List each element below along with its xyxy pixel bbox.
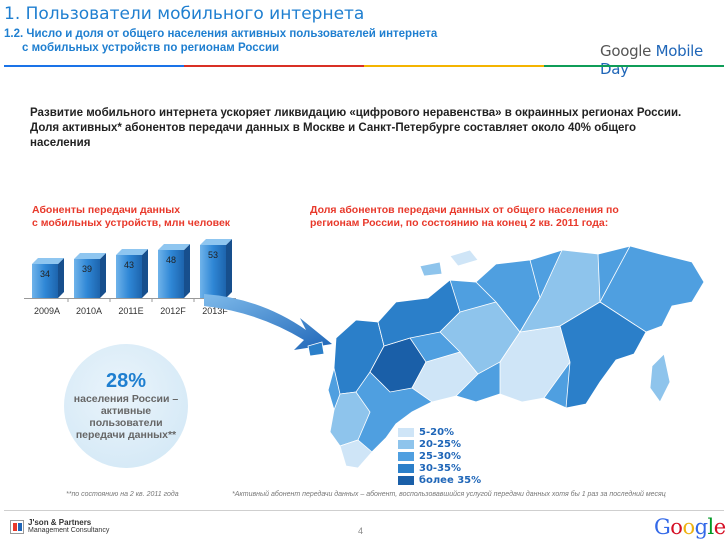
legend-swatch-25-30 [398,451,414,461]
legend-item-over-35: более 35% [398,474,481,486]
gmd-logo-google: Google [600,42,652,60]
bar-side [58,258,64,298]
bar [74,259,100,298]
bar-side [100,253,106,298]
bar-chart-title: Абоненты передачи данных с мобильных уст… [32,204,292,230]
google-mobile-day-logo: Google Mobile Day [600,42,728,78]
bar [32,264,58,298]
footer-divider [4,510,724,511]
legend-swatch-20-25 [398,439,414,449]
page-subtitle: 1.2. Число и доля от общего населения ак… [4,27,524,55]
bar-top [158,244,190,250]
gmd-logo-mobile-day: Mobile Day [600,42,703,78]
legend-label-5-20: 5-20% [419,426,455,438]
json-partners-mark-icon [10,520,24,534]
russia-map-shape [307,245,705,469]
footnote-stat: **по состоянию на 2 кв. 2011 года [66,491,179,498]
population-share-label: населения России – активные пользователи… [73,393,179,441]
bar-chart-title-line-1: Абоненты передачи данных [32,204,181,216]
google-logo-letter: o [670,515,683,539]
arrow-icon [204,294,332,350]
intro-text: Развитие мобильного интернета ускоряет л… [30,107,682,149]
bar-side [142,249,148,298]
x-tick-label: 2009A [34,306,60,316]
page-number: 4 [358,526,364,536]
bar-value-label: 39 [82,264,92,274]
header-divider [4,65,724,67]
russia-regions-map [307,245,705,469]
google-logo-letter: G [654,515,671,539]
bar-value-label: 34 [40,269,50,279]
google-logo-letter: g [694,515,708,539]
bar-top [116,249,148,255]
google-logo-letter: l [707,515,715,539]
legend-swatch-5-20 [398,427,414,437]
x-tick-label: 2013F [202,306,228,316]
bar [116,255,142,298]
footnote-definition: *Активный абонент передачи данных – абон… [232,491,666,498]
subtitle-line-2: с мобильных устройств по регионам России [22,42,280,54]
legend-label-20-25: 20-25% [419,438,462,450]
bar [200,245,226,298]
legend-item-5-20: 5-20% [398,426,481,438]
bar [158,250,184,298]
x-tick-label: 2012F [160,306,186,316]
legend-item-20-25: 20-25% [398,438,481,450]
bar-top [32,258,64,264]
map-title: Доля абонентов передачи данных от общего… [310,204,619,229]
json-partners-text: J'son & Partners Management Consultancy [28,519,109,535]
population-share-circle: 28% населения России – активные пользова… [64,344,188,468]
json-partners-logo: J'son & Partners Management Consultancy [10,519,109,535]
bar-chart: 34 2009A 39 2010A 43 2011E 48 2012F 53 2013F [24,239,236,316]
google-logo: Google [654,515,726,539]
bar-side [184,244,190,298]
google-logo-letter: e [713,515,726,539]
legend-item-30-35: 30-35% [398,462,481,474]
company-name: J'son & Partners [28,518,92,527]
map-legend: 5-20% 20-25% 25-30% 30-35% более 35% [398,426,481,486]
x-tick-label: 2010A [76,306,102,316]
legend-swatch-over-35 [398,475,414,485]
legend-swatch-30-35 [398,463,414,473]
legend-label-25-30: 25-30% [419,450,462,462]
page-title: 1. Пользователи мобильного интернета [4,4,365,24]
subtitle-line-1: 1.2. Число и доля от общего населения ак… [4,28,438,40]
population-share-value: 28% [105,370,147,392]
bar-chart-title-line-2: с мобильных устройств, млн человек [32,217,231,229]
company-tagline: Management Consultancy [28,527,110,534]
legend-item-25-30: 25-30% [398,450,481,462]
bar-top [74,253,106,259]
bar-value-label: 53 [208,250,218,260]
bar-top [200,239,232,245]
legend-label-over-35: более 35% [419,474,482,486]
legend-label-30-35: 30-35% [419,462,462,474]
x-tick-label: 2011E [118,306,143,316]
bar-side [226,239,232,298]
bar-value-label: 43 [124,260,134,270]
bar-value-label: 48 [166,255,176,265]
google-logo-letter: o [682,515,695,539]
